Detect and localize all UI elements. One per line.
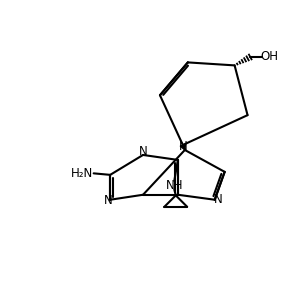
Text: NH: NH — [165, 179, 183, 192]
Text: N: N — [139, 145, 147, 158]
Text: N: N — [214, 193, 223, 206]
Text: H₂N: H₂N — [71, 167, 93, 180]
Text: N: N — [179, 140, 188, 153]
Polygon shape — [180, 144, 185, 150]
Text: N: N — [104, 194, 113, 207]
Text: OH: OH — [260, 50, 278, 64]
